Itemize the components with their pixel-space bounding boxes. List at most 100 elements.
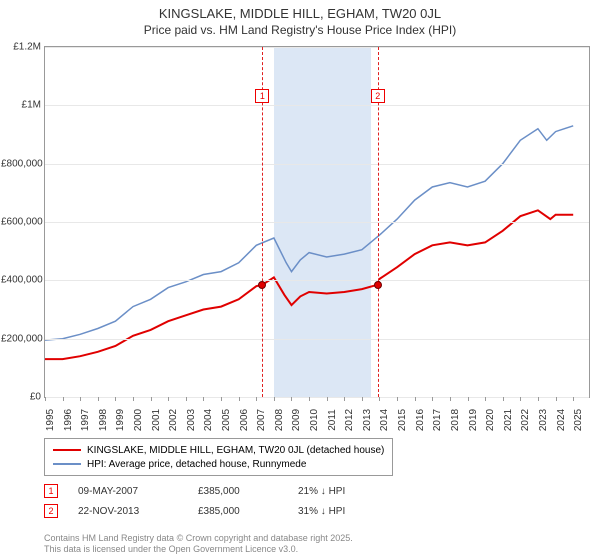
- x-axis-label: 2003: [186, 409, 197, 431]
- x-axis-label: 2021: [503, 409, 514, 431]
- x-tick: [362, 397, 363, 401]
- x-axis-label: 2004: [203, 409, 214, 431]
- annotation-marker-2: 2: [44, 504, 58, 518]
- x-tick: [221, 397, 222, 401]
- y-axis-label: £1.2M: [1, 42, 41, 53]
- annotation-price: £385,000: [198, 486, 278, 497]
- attribution-line: Contains HM Land Registry data © Crown c…: [44, 533, 353, 545]
- gridline: [45, 164, 589, 165]
- gridline: [45, 280, 589, 281]
- x-axis-label: 1996: [63, 409, 74, 431]
- x-tick: [274, 397, 275, 401]
- chart-title: KINGSLAKE, MIDDLE HILL, EGHAM, TW20 0JL: [0, 6, 600, 21]
- x-tick: [520, 397, 521, 401]
- series-line: [45, 210, 573, 359]
- x-tick: [256, 397, 257, 401]
- legend-label: HPI: Average price, detached house, Runn…: [87, 459, 306, 470]
- x-tick: [573, 397, 574, 401]
- legend-swatch: [53, 463, 81, 465]
- x-axis-label: 2009: [291, 409, 302, 431]
- event-marker: [374, 281, 382, 289]
- plot-area: £0£200,000£400,000£600,000£800,000£1M£1.…: [44, 46, 590, 398]
- y-axis-label: £600,000: [1, 217, 41, 228]
- price-chart: £0£200,000£400,000£600,000£800,000£1M£1.…: [44, 46, 588, 396]
- x-tick: [503, 397, 504, 401]
- legend-swatch: [53, 449, 81, 451]
- x-tick: [485, 397, 486, 401]
- x-tick: [397, 397, 398, 401]
- x-tick: [415, 397, 416, 401]
- x-tick: [151, 397, 152, 401]
- y-axis-label: £200,000: [1, 333, 41, 344]
- x-tick: [468, 397, 469, 401]
- annotation-marker-1: 1: [44, 484, 58, 498]
- x-tick: [63, 397, 64, 401]
- y-axis-label: £400,000: [1, 275, 41, 286]
- gridline: [45, 105, 589, 106]
- x-axis-label: 2016: [415, 409, 426, 431]
- x-axis-label: 2020: [485, 409, 496, 431]
- legend: KINGSLAKE, MIDDLE HILL, EGHAM, TW20 0JL …: [44, 438, 393, 476]
- y-axis-label: £1M: [1, 100, 41, 111]
- chart-title-block: KINGSLAKE, MIDDLE HILL, EGHAM, TW20 0JL …: [0, 0, 600, 37]
- attribution: Contains HM Land Registry data © Crown c…: [44, 533, 353, 556]
- x-axis-label: 2018: [450, 409, 461, 431]
- x-tick: [45, 397, 46, 401]
- x-tick: [239, 397, 240, 401]
- event-label-box: 2: [371, 89, 385, 103]
- x-axis-label: 2022: [520, 409, 531, 431]
- x-tick: [432, 397, 433, 401]
- x-axis-label: 2012: [344, 409, 355, 431]
- x-axis-label: 2024: [556, 409, 567, 431]
- x-axis-label: 2023: [538, 409, 549, 431]
- x-tick: [327, 397, 328, 401]
- chart-subtitle: Price paid vs. HM Land Registry's House …: [0, 23, 600, 37]
- x-tick: [538, 397, 539, 401]
- x-axis-label: 2019: [468, 409, 479, 431]
- x-tick: [344, 397, 345, 401]
- x-axis-label: 2002: [168, 409, 179, 431]
- annotation-delta: 31% ↓ HPI: [298, 506, 345, 517]
- x-tick: [168, 397, 169, 401]
- x-axis-label: 2006: [239, 409, 250, 431]
- x-axis-label: 2007: [256, 409, 267, 431]
- x-tick: [450, 397, 451, 401]
- annotation-date: 09-MAY-2007: [78, 486, 178, 497]
- x-tick: [379, 397, 380, 401]
- x-axis-label: 2013: [362, 409, 373, 431]
- gridline: [45, 222, 589, 223]
- x-axis-label: 2008: [274, 409, 285, 431]
- x-axis-label: 2010: [309, 409, 320, 431]
- x-tick: [186, 397, 187, 401]
- legend-label: KINGSLAKE, MIDDLE HILL, EGHAM, TW20 0JL …: [87, 445, 384, 456]
- x-tick: [133, 397, 134, 401]
- annotation-row-2: 2 22-NOV-2013 £385,000 31% ↓ HPI: [44, 504, 345, 518]
- x-tick: [556, 397, 557, 401]
- x-tick: [115, 397, 116, 401]
- annotation-date: 22-NOV-2013: [78, 506, 178, 517]
- x-axis-label: 2011: [327, 409, 338, 431]
- gridline: [45, 339, 589, 340]
- x-axis-label: 2014: [379, 409, 390, 431]
- x-axis-label: 1997: [80, 409, 91, 431]
- attribution-line: This data is licensed under the Open Gov…: [44, 544, 353, 556]
- series-line: [45, 126, 573, 340]
- legend-row: HPI: Average price, detached house, Runn…: [53, 457, 384, 471]
- event-marker: [258, 281, 266, 289]
- annotation-row-1: 1 09-MAY-2007 £385,000 21% ↓ HPI: [44, 484, 345, 498]
- x-axis-label: 1995: [45, 409, 56, 431]
- x-tick: [309, 397, 310, 401]
- x-axis-label: 2017: [432, 409, 443, 431]
- y-axis-label: £800,000: [1, 158, 41, 169]
- gridline: [45, 397, 589, 398]
- x-axis-label: 2001: [151, 409, 162, 431]
- x-axis-label: 1999: [115, 409, 126, 431]
- x-tick: [80, 397, 81, 401]
- x-axis-label: 2015: [397, 409, 408, 431]
- y-axis-label: £0: [1, 392, 41, 403]
- x-axis-label: 1998: [98, 409, 109, 431]
- x-tick: [203, 397, 204, 401]
- gridline: [45, 47, 589, 48]
- x-axis-label: 2000: [133, 409, 144, 431]
- x-tick: [291, 397, 292, 401]
